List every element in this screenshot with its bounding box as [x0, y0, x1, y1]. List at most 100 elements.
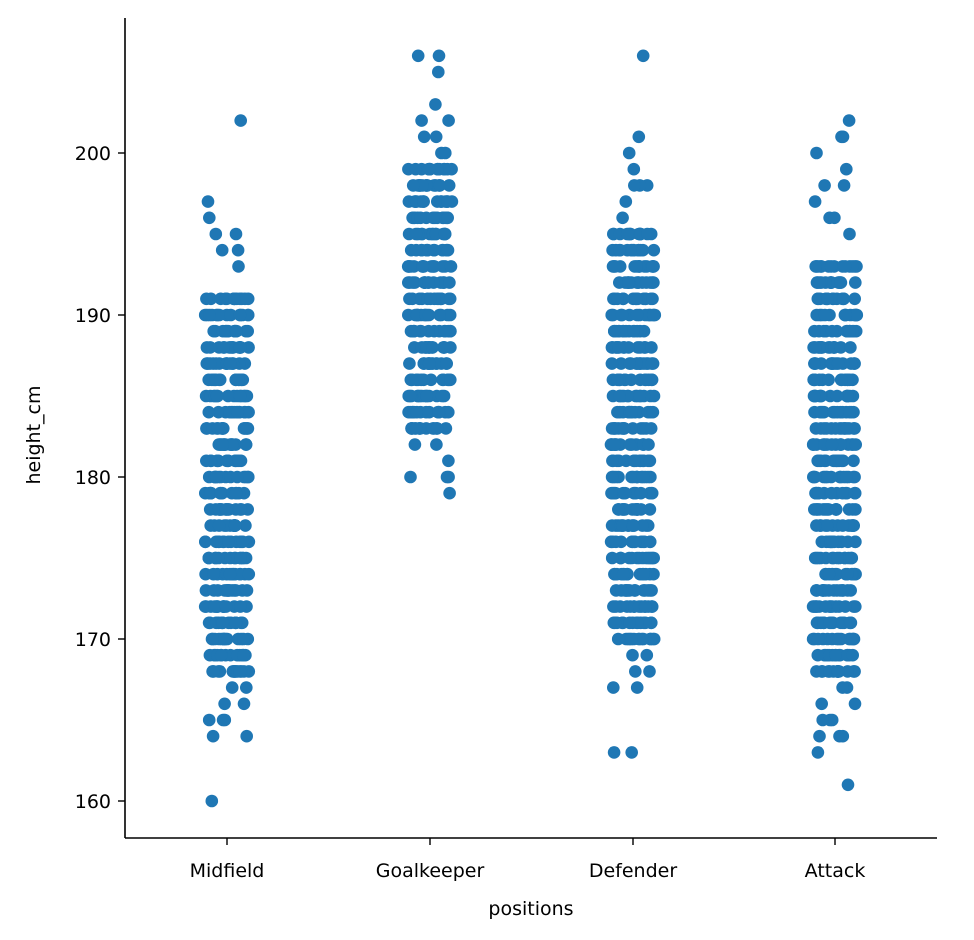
data-point — [846, 648, 859, 662]
data-point — [232, 260, 245, 273]
data-point — [211, 422, 225, 435]
data-point — [220, 324, 234, 338]
data-point — [242, 567, 256, 581]
data-point — [239, 438, 253, 451]
data-point — [831, 405, 844, 419]
data-point — [408, 324, 421, 338]
data-point — [234, 114, 247, 127]
data-point — [403, 389, 417, 403]
data-point — [403, 357, 416, 370]
data-point — [843, 227, 856, 241]
data-point — [825, 438, 839, 451]
data-point — [808, 195, 822, 208]
data-point — [409, 422, 423, 435]
data-point — [647, 389, 661, 403]
data-point — [240, 422, 254, 435]
data-point — [813, 454, 826, 468]
data-point — [605, 486, 618, 500]
data-point — [842, 503, 856, 516]
data-point — [831, 551, 844, 565]
data-point — [424, 292, 437, 306]
data-point — [202, 405, 216, 419]
data-point — [442, 114, 455, 127]
data-point — [630, 308, 644, 322]
data-point — [622, 551, 636, 565]
data-point — [841, 778, 855, 792]
data-point — [626, 519, 640, 532]
data-point — [428, 260, 441, 273]
data-point — [410, 405, 424, 419]
data-point — [643, 486, 656, 500]
data-point — [629, 292, 643, 306]
data-point — [208, 600, 221, 613]
x-tick-label-defender: Defender — [589, 860, 677, 882]
data-point — [207, 584, 221, 597]
data-point — [229, 616, 243, 630]
data-point — [233, 665, 247, 678]
data-point — [233, 308, 247, 322]
data-point — [405, 373, 419, 387]
data-point — [636, 243, 650, 257]
data-point — [222, 535, 235, 549]
data-point — [209, 227, 223, 241]
data-point — [829, 503, 843, 516]
data-point — [441, 211, 455, 225]
data-point — [622, 146, 636, 160]
data-point — [615, 584, 628, 597]
y-ticks: 160 170 180 190 200 — [75, 143, 125, 813]
data-point — [622, 276, 635, 289]
data-point — [636, 470, 650, 484]
data-point — [443, 308, 457, 322]
data-point — [821, 292, 834, 306]
data-point — [207, 665, 220, 678]
data-point — [217, 632, 231, 646]
data-point — [228, 519, 242, 532]
data-point — [849, 438, 862, 451]
data-point — [810, 519, 823, 532]
data-point — [609, 535, 623, 549]
data-point — [808, 341, 822, 354]
data-point — [640, 276, 653, 289]
data-point — [232, 454, 246, 468]
data-point — [843, 324, 856, 338]
data-point — [234, 600, 247, 613]
data-point — [831, 357, 845, 370]
data-point — [643, 551, 656, 565]
data-point — [444, 373, 457, 387]
data-point — [822, 584, 836, 597]
data-point — [842, 114, 856, 127]
data-point — [643, 535, 657, 549]
x-tick-label-attack: Attack — [805, 860, 866, 882]
data-point — [402, 308, 415, 322]
data-point — [237, 697, 251, 711]
data-point — [229, 486, 243, 500]
data-point — [611, 405, 624, 419]
data-point — [240, 729, 253, 743]
data-point — [212, 519, 226, 532]
data-point — [224, 308, 238, 322]
data-point — [620, 227, 634, 241]
data-point — [440, 357, 453, 370]
data-point — [846, 632, 859, 646]
x-tick-label-goalkeeper: Goalkeeper — [376, 860, 485, 882]
data-point — [813, 729, 826, 743]
data-point — [223, 567, 237, 581]
data-point — [831, 665, 845, 678]
data-point — [829, 648, 842, 662]
data-point — [830, 389, 844, 403]
data-point — [810, 551, 823, 565]
data-point — [420, 389, 434, 403]
data-point — [627, 162, 641, 176]
data-point — [611, 632, 625, 646]
data-point — [841, 665, 854, 678]
data-point — [825, 713, 839, 727]
data-point — [838, 260, 852, 273]
data-point — [616, 567, 630, 581]
data-point — [841, 567, 854, 581]
data-point — [823, 616, 837, 630]
data-point — [430, 422, 444, 435]
data-point — [429, 227, 443, 241]
data-point — [834, 276, 847, 289]
data-point — [647, 243, 661, 257]
